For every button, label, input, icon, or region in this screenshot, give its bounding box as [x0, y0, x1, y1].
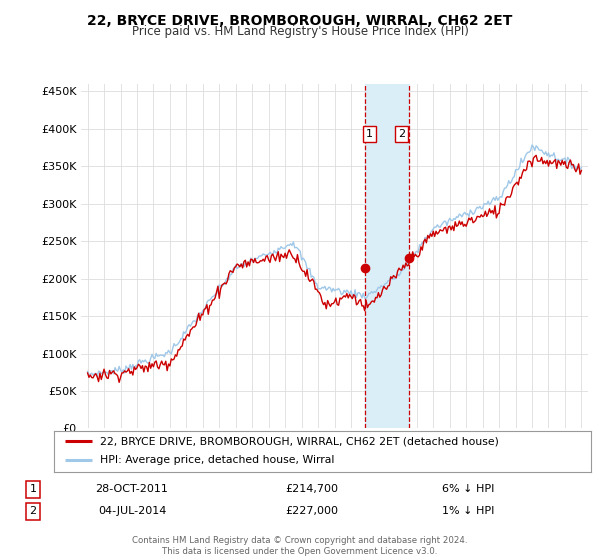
Text: £214,700: £214,700 — [286, 484, 338, 494]
Text: Price paid vs. HM Land Registry's House Price Index (HPI): Price paid vs. HM Land Registry's House … — [131, 25, 469, 38]
Text: £227,000: £227,000 — [286, 506, 338, 516]
Text: 1: 1 — [29, 484, 37, 494]
Text: HPI: Average price, detached house, Wirral: HPI: Average price, detached house, Wirr… — [100, 455, 334, 465]
Text: 1% ↓ HPI: 1% ↓ HPI — [442, 506, 494, 516]
Text: 1: 1 — [366, 129, 373, 139]
Text: 2: 2 — [398, 129, 405, 139]
Text: 28-OCT-2011: 28-OCT-2011 — [95, 484, 169, 494]
Bar — [365, 84, 409, 428]
Text: 6% ↓ HPI: 6% ↓ HPI — [442, 484, 494, 494]
Text: 22, BRYCE DRIVE, BROMBOROUGH, WIRRAL, CH62 2ET: 22, BRYCE DRIVE, BROMBOROUGH, WIRRAL, CH… — [88, 14, 512, 28]
Text: 22, BRYCE DRIVE, BROMBOROUGH, WIRRAL, CH62 2ET (detached house): 22, BRYCE DRIVE, BROMBOROUGH, WIRRAL, CH… — [100, 436, 499, 446]
Text: 04-JUL-2014: 04-JUL-2014 — [98, 506, 166, 516]
Text: Contains HM Land Registry data © Crown copyright and database right 2024.
This d: Contains HM Land Registry data © Crown c… — [132, 536, 468, 556]
Text: 2: 2 — [29, 506, 37, 516]
